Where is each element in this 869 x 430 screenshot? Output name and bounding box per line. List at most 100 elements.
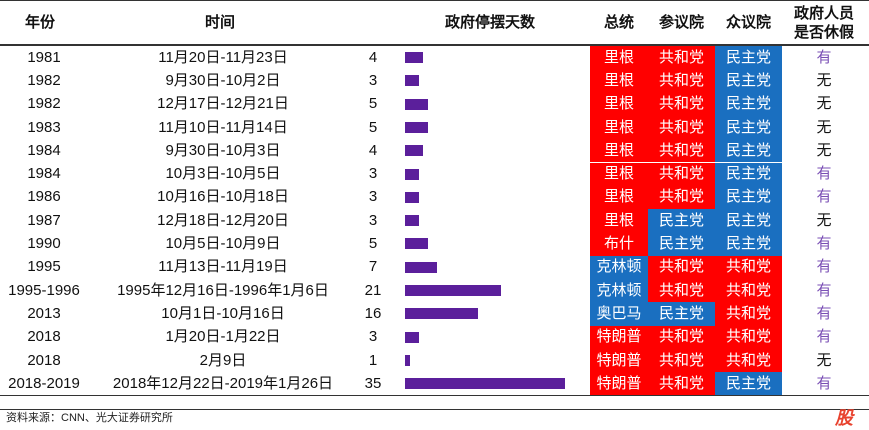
house-cell: 民主党 — [715, 69, 782, 93]
table-row: 2018-2019 2018年12月22日-2019年1月26日 35 特朗普 共和党民… — [0, 372, 869, 396]
table-row: 2013 10月1日-10月16日 16 奥巴马 民主党 共和党 有 — [0, 302, 869, 326]
days-bar — [405, 52, 424, 63]
year-cell: 1983 — [27, 118, 61, 136]
year-cell: 1995 — [27, 258, 61, 276]
house-cell: 民主党 — [715, 139, 782, 163]
house-cell: 民主党 — [715, 209, 782, 233]
header-days: 政府停摆天数 — [444, 14, 535, 31]
senate-cell: 共和党 — [648, 69, 715, 93]
senate-cell: 民主党 — [648, 209, 715, 233]
house-cell: 共和党 — [715, 325, 782, 349]
leave-cell: 无 — [816, 351, 832, 369]
year-cell: 1987 — [27, 211, 61, 229]
header-president: 总统 — [603, 14, 634, 31]
days-label: 21 — [364, 281, 382, 299]
table-row: 2018 1月20日-1月22日 3 特朗普 共和党 共和党有 — [0, 325, 869, 349]
time-cell: 12月17日-12月21日 — [157, 95, 289, 113]
time-cell: 9月30日-10月3日 — [165, 141, 281, 159]
days-label: 5 — [368, 118, 378, 136]
house-cell: 共和党 — [715, 302, 782, 326]
year-cell: 2018 — [27, 351, 61, 369]
house-cell: 民主党 — [715, 46, 782, 70]
house-cell: 民主党 — [715, 115, 782, 140]
leave-cell: 有 — [816, 281, 832, 299]
president-cell: 里根 — [590, 92, 648, 116]
table-row: 1981 11月20日-11月23日 4 里根 共和党 民主党 有 — [0, 46, 869, 70]
president-cell: 特朗普 — [590, 325, 648, 349]
house-cell: 民主党 — [715, 162, 782, 186]
president-cell: 特朗普 — [590, 372, 648, 396]
header-senate: 参议院 — [658, 14, 704, 31]
president-cell: 布什 — [590, 232, 648, 256]
days-label: 3 — [368, 71, 378, 89]
days-bar — [405, 145, 424, 157]
watermark-logo: 股 — [835, 408, 853, 428]
time-cell: 11月20日-11月23日 — [158, 48, 288, 66]
days-bar — [405, 75, 419, 87]
senate-cell: 共和党 — [648, 115, 715, 140]
senate-cell: 共和党 — [648, 372, 715, 396]
header-time: 时间 — [204, 14, 235, 31]
house-cell: 共和党 — [715, 255, 782, 279]
president-cell: 克林顿 — [590, 279, 648, 303]
days-bar — [405, 121, 428, 133]
president-cell: 里根 — [590, 209, 648, 233]
time-cell: 12月18日-12月20日 — [157, 211, 289, 229]
time-cell: 1995年12月16日-1996年1月6日 — [117, 281, 329, 299]
president-cell: 里根 — [590, 162, 648, 186]
header-rule — [0, 44, 869, 46]
president-cell: 里根 — [590, 139, 648, 163]
house-cell: 民主党 — [715, 232, 782, 256]
days-label: 3 — [368, 165, 378, 183]
days-bar — [405, 354, 410, 366]
president-cell: 里根 — [590, 115, 648, 140]
table-row: 1982 9月30日-10月2日 3 里根 共和党 民主党 无 — [0, 69, 869, 93]
time-cell: 10月16日-10月18日 — [157, 188, 289, 206]
year-cell: 2018-2019 — [8, 374, 80, 392]
days-bar — [405, 238, 428, 250]
president-cell: 克林顿 — [590, 255, 648, 279]
table-row: 1984 9月30日-10月3日 4 里根 共和党 民主党 无 — [0, 139, 869, 163]
leave-cell: 有 — [816, 374, 832, 392]
year-cell: 1990 — [27, 235, 61, 253]
senate-cell: 共和党 — [648, 255, 715, 279]
senate-cell: 共和党 — [648, 46, 715, 70]
header-house: 众议院 — [725, 14, 771, 31]
days-label: 3 — [368, 328, 378, 346]
time-cell: 10月3日-10月5日 — [165, 165, 281, 183]
time-cell: 11月13日-11月19日 — [158, 258, 288, 276]
days-bar — [405, 191, 419, 203]
days-bar — [405, 215, 419, 227]
bottom-rule — [0, 395, 869, 396]
table-row: 2018 2月9日 1 特朗普 共和党 共和党无 — [0, 348, 869, 373]
house-cell: 民主党 — [715, 185, 782, 210]
days-label: 1 — [368, 351, 378, 369]
header-year: 年份 — [24, 14, 55, 31]
leave-cell: 有 — [816, 48, 832, 66]
year-cell: 1982 — [27, 71, 61, 89]
days-label: 3 — [368, 211, 378, 229]
days-label: 4 — [368, 141, 378, 159]
leave-cell: 有 — [816, 304, 832, 322]
table-row: 1983 11月10日-11月14日 5 里根 共和党 民主党 无 — [0, 115, 869, 140]
time-cell: 2月9日 — [199, 351, 247, 369]
time-cell: 1月20日-1月22日 — [165, 328, 281, 346]
senate-cell: 民主党 — [648, 302, 715, 326]
days-label: 7 — [368, 258, 378, 276]
time-cell: 10月5日-10月9日 — [165, 235, 281, 253]
time-cell: 10月1日-10月16日 — [161, 304, 285, 322]
days-bar — [405, 168, 419, 180]
senate-cell: 共和党 — [648, 139, 715, 163]
year-cell: 1981 — [27, 48, 61, 66]
days-label: 35 — [364, 374, 382, 392]
days-bar — [405, 378, 565, 390]
president-cell: 里根 — [590, 46, 648, 70]
days-bar — [405, 308, 479, 320]
senate-cell: 共和党 — [648, 162, 715, 186]
leave-cell: 无 — [816, 141, 832, 159]
header-leave: 政府人员是否休假 — [793, 4, 854, 41]
leave-cell: 有 — [816, 188, 832, 206]
senate-cell: 民主党 — [648, 232, 715, 256]
leave-cell: 有 — [816, 328, 832, 346]
